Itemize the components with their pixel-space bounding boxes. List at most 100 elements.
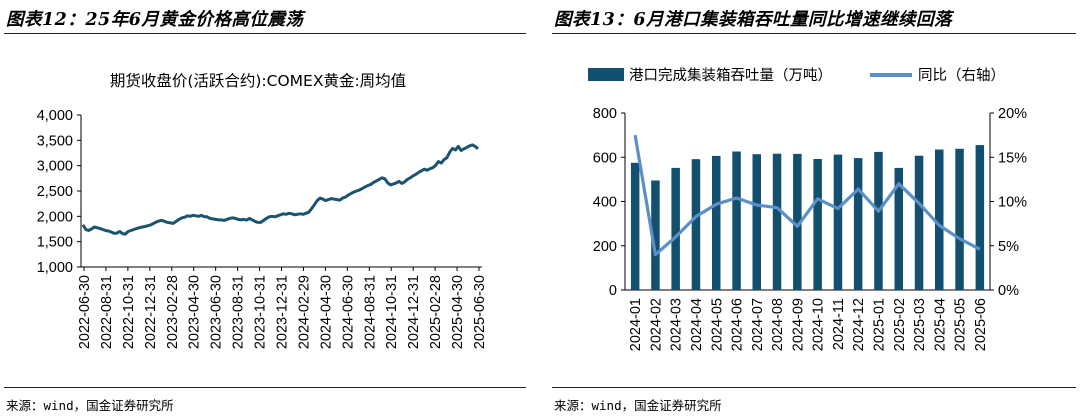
bar-2024-12 (853, 158, 863, 290)
left-y-axis-tick-labels: 0 200 400 600 800 (593, 106, 617, 299)
footer-divider (552, 387, 1076, 388)
y-axis-tick-labels: 1,000 1,500 2,000 2,500 3,000 3,500 4,000 (37, 108, 73, 276)
bar-2024-10 (813, 159, 822, 290)
x-tick-label: 2024-11 (831, 298, 847, 350)
x-tick-label: 2024-04-30 (318, 275, 334, 349)
line-series (633, 134, 981, 257)
y-tick-label: 3,000 (37, 159, 73, 175)
bar-2024-05 (712, 155, 721, 290)
x-tick-label: 2024-02 (648, 298, 664, 351)
x-tick-label: 2023-12-31 (275, 275, 291, 349)
x-tick-label: 2025-06-30 (472, 275, 488, 349)
bar-2025-02 (894, 167, 903, 290)
y-tick-label: 1,500 (37, 235, 73, 251)
y2-tick-label: 20% (998, 106, 1027, 122)
x-tick-label: 2024-03 (669, 298, 685, 351)
y-tick-label: 400 (593, 195, 617, 211)
x-tick-label: 2023-10-31 (253, 275, 269, 349)
legend-label-bar: 港口完成集装箱吞吐量（万吨） (629, 67, 832, 84)
gold-price-line-chart: 期货收盘价(活跃合约):COMEX黄金:周均值 1,000 1,500 2,000 2… (37, 71, 488, 349)
x-tick-label: 2024-08-31 (362, 275, 378, 349)
x-tick-label: 2024-06-30 (340, 275, 356, 349)
x-tick-label: 2024-12-31 (406, 275, 422, 349)
x-tick-label: 2023-06-30 (209, 275, 225, 349)
y-tick-label: 2,000 (37, 209, 73, 225)
x-tick-label: 2024-06 (730, 298, 746, 351)
y-tick-label: 1,000 (37, 260, 73, 276)
x-tick-label: 2024-10-31 (384, 275, 400, 349)
y-tick-label: 800 (593, 106, 617, 122)
figure-title: 图表13：6月港口集装箱吞吐量同比增速继续回落 (554, 10, 953, 30)
bar-2025-01 (874, 151, 883, 290)
x-tick-label: 2024-02-29 (296, 275, 312, 349)
x-tick-label: 2024-05 (709, 298, 725, 351)
x-tick-label: 2022-06-30 (77, 275, 93, 349)
container-throughput-bar-line-chart: 港口完成集装箱吞吐量（万吨） 同比（右轴） 0 200 400 600 800 0% 5%… (588, 67, 1027, 351)
legend-label-line: 同比（右轴） (918, 67, 1005, 84)
x-tick-label: 2024-08 (770, 298, 786, 351)
left-figure-panel: 图表12：25年6月黄金价格高位震荡 期货收盘价(活跃合约):COMEX黄金:周… (0, 0, 530, 416)
x-axis-tick-labels: 2022-06-30 2022-08-31 2022-10-31 2022-12-31… (77, 275, 488, 349)
x-tick-label: 2024-10 (811, 298, 827, 351)
figure-title: 图表12：25年6月黄金价格高位震荡 (6, 10, 304, 30)
chart-title: 期货收盘价(活跃合约):COMEX黄金:周均值 (110, 71, 406, 90)
x-tick-label: 2024-04 (689, 298, 705, 351)
y-tick-label: 200 (593, 239, 617, 255)
right-figure-panel: 图表13：6月港口集装箱吞吐量同比增速继续回落 港口完成集装箱吞吐量（万吨） 同… (548, 0, 1080, 416)
series-group (81, 143, 479, 236)
x-tick-label: 2024-12 (851, 298, 867, 351)
x-tick-label: 2025-06 (973, 298, 989, 351)
y-tick-label: 3,500 (37, 133, 73, 149)
bar-2024-04 (691, 159, 701, 290)
x-tick-label: 2023-04-30 (187, 275, 203, 349)
bar-2024-03 (671, 167, 680, 290)
yoy-line (633, 134, 981, 257)
x-axis-tick-labels: 2024-01 2024-02 2024-03 2024-04 2024-05 2024-… (628, 298, 989, 351)
x-tick-label: 2023-08-31 (231, 275, 247, 349)
bar-series (630, 145, 985, 290)
x-tick-label: 2022-10-31 (121, 275, 137, 349)
bar-2025-03 (914, 155, 924, 290)
legend: 港口完成集装箱吞吐量（万吨） 同比（右轴） (588, 67, 1005, 84)
x-tick-label: 2024-07 (750, 298, 766, 351)
title-divider (4, 33, 526, 34)
x-tick-label: 2025-02-28 (428, 275, 444, 349)
legend-swatch-bar (588, 68, 624, 81)
x-tick-label: 2025-02 (892, 298, 908, 351)
bar-2024-02 (651, 180, 660, 290)
x-tick-label: 2022-12-31 (143, 275, 159, 349)
title-divider (552, 33, 1076, 34)
y2-tick-label: 10% (998, 195, 1027, 211)
x-tick-label: 2025-05 (953, 298, 969, 351)
bar-2025-06 (975, 145, 985, 290)
x-tick-label: 2024-01 (628, 298, 644, 351)
y2-tick-label: 5% (998, 239, 1019, 255)
x-tick-label: 2025-01 (871, 298, 887, 351)
bar-2025-05 (955, 148, 964, 290)
right-y-axis-tick-labels: 0% 5% 10% 15% 20% (998, 106, 1027, 299)
bar-2024-09 (793, 153, 802, 290)
x-tick-label: 2023-02-28 (165, 275, 181, 349)
bar-2024-08 (772, 153, 782, 290)
x-tick-label: 2025-04 (932, 298, 948, 351)
x-tick-label: 2022-08-31 (99, 275, 115, 349)
y2-tick-label: 0% (998, 283, 1019, 299)
bar-2024-07 (752, 154, 761, 290)
footer-divider (4, 387, 526, 388)
y-tick-label: 4,000 (37, 108, 73, 124)
bar-2024-11 (833, 154, 843, 290)
y-tick-label: 0 (609, 283, 617, 299)
bar-2024-06 (732, 151, 741, 290)
bar-2025-04 (935, 149, 944, 290)
source-note: 来源：wind，国金证券研究所 (6, 398, 174, 413)
x-tick-label: 2024-09 (790, 298, 806, 351)
x-tick-label: 2025-04-30 (450, 275, 466, 349)
y2-tick-label: 15% (998, 150, 1027, 166)
source-note: 来源：wind，国金证券研究所 (554, 398, 722, 413)
chart-axes (77, 114, 482, 271)
bar-2024-01 (630, 162, 640, 290)
y-tick-label: 600 (593, 150, 617, 166)
gold-price-line (81, 143, 479, 236)
y-tick-label: 2,500 (37, 184, 73, 200)
chart-axes (621, 112, 994, 291)
